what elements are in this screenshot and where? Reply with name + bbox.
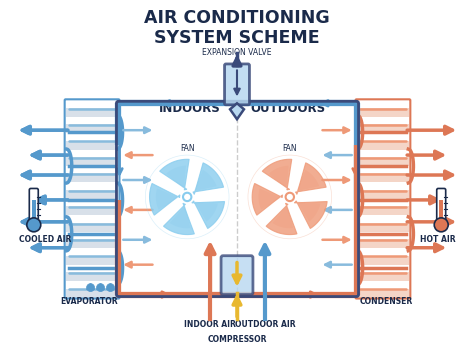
Polygon shape [192,170,217,193]
Polygon shape [193,163,224,194]
Circle shape [87,284,94,292]
Polygon shape [193,201,218,222]
Bar [66,239,118,248]
Bar [356,239,410,248]
Text: FAN: FAN [283,144,297,153]
Text: SYSTEM SCHEME: SYSTEM SCHEME [154,28,320,46]
Text: COMPRESSOR: COMPRESSOR [207,335,267,344]
Bar [356,223,410,232]
Bar [66,272,118,281]
Polygon shape [149,184,180,215]
Text: FAN: FAN [180,144,194,153]
Polygon shape [295,170,319,193]
Bar [66,174,118,183]
Circle shape [97,284,104,292]
Bar [356,124,410,133]
Bar [32,200,36,218]
Polygon shape [160,159,189,190]
Text: INDOOR AIR: INDOOR AIR [184,320,236,329]
FancyBboxPatch shape [221,256,253,294]
Bar [356,206,410,215]
Bar [356,190,410,199]
Bar [66,206,118,215]
Text: COOLED AIR: COOLED AIR [19,235,71,244]
Polygon shape [164,203,194,235]
Bar [356,272,410,281]
Polygon shape [192,201,225,229]
Bar [356,174,410,183]
Polygon shape [296,163,326,194]
Polygon shape [252,184,283,215]
Polygon shape [294,201,327,229]
Polygon shape [230,103,244,119]
Polygon shape [97,284,104,289]
FancyBboxPatch shape [437,189,446,221]
Polygon shape [266,203,297,235]
Polygon shape [269,166,289,190]
Circle shape [286,193,294,201]
Bar [66,223,118,232]
Bar [66,190,118,199]
Text: OUTDOOR AIR: OUTDOOR AIR [235,320,295,329]
FancyBboxPatch shape [29,189,38,221]
Bar [66,157,118,166]
Bar [66,288,118,298]
Bar [66,140,118,150]
Circle shape [27,218,41,232]
Bar [356,140,410,150]
Text: HOT AIR: HOT AIR [419,235,455,244]
Polygon shape [258,188,283,210]
Polygon shape [87,284,94,289]
Bar [356,108,410,117]
Bar [66,108,118,117]
Bar [66,256,118,265]
Text: AIR CONDITIONING: AIR CONDITIONING [144,9,330,27]
Bar [66,124,118,133]
Circle shape [183,193,191,201]
Text: CONDENSER: CONDENSER [359,297,413,306]
Polygon shape [166,166,186,190]
FancyBboxPatch shape [225,64,249,105]
Circle shape [107,284,115,292]
Polygon shape [296,201,320,222]
Polygon shape [272,204,293,228]
Bar [356,157,410,166]
Polygon shape [262,159,292,190]
Polygon shape [156,188,180,210]
Polygon shape [170,204,191,228]
Text: INDOORS: INDOORS [159,102,221,115]
Text: OUTDOORS: OUTDOORS [250,102,325,115]
Text: EVAPORATOR: EVAPORATOR [61,297,118,306]
Bar [356,256,410,265]
Polygon shape [107,284,115,289]
Text: EXPANSION VALVE: EXPANSION VALVE [202,49,272,58]
Bar [439,200,443,218]
Circle shape [434,218,448,232]
Bar [356,288,410,298]
